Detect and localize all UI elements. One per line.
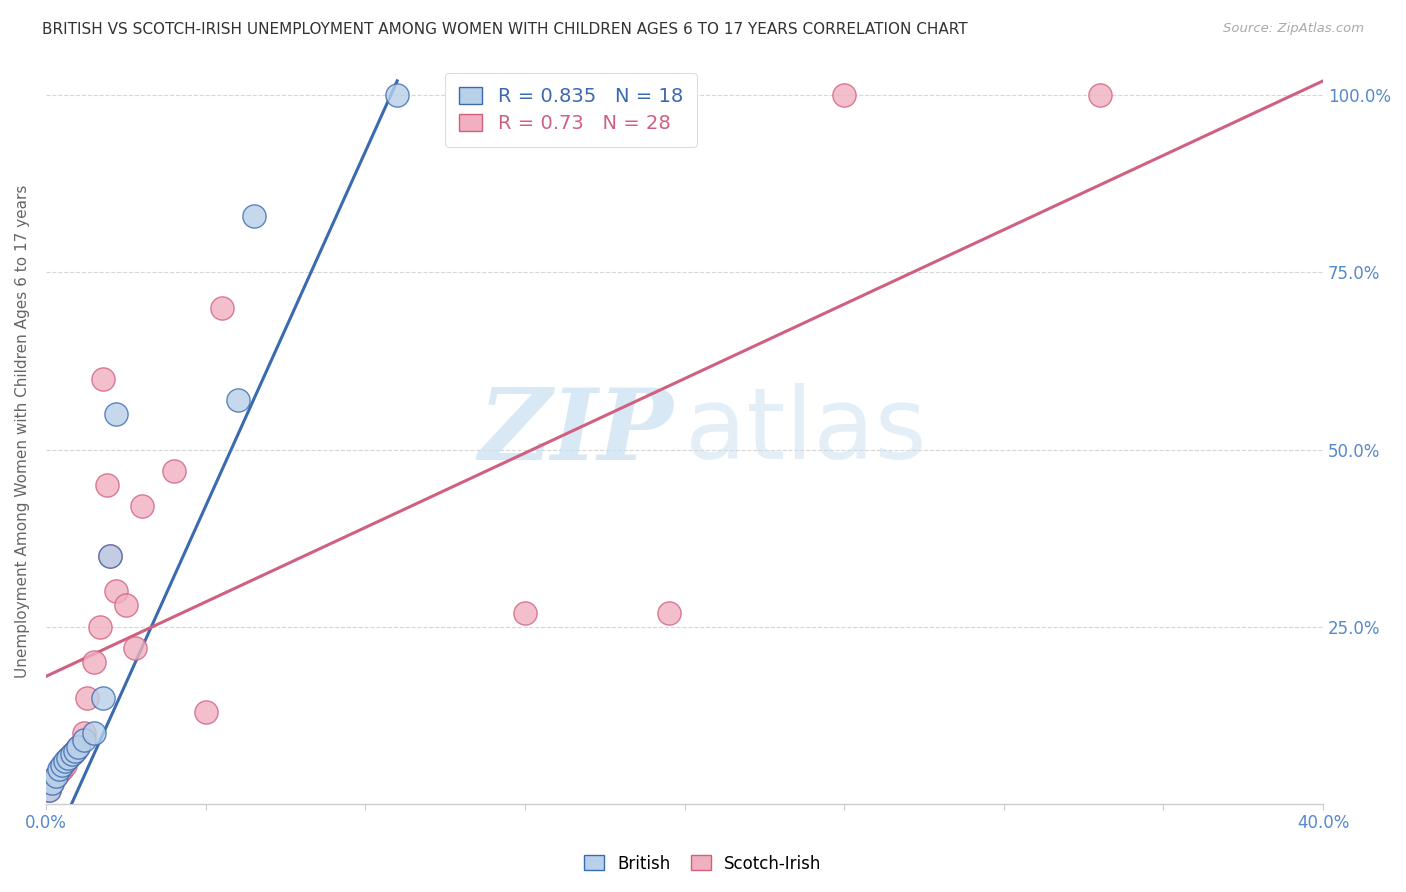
Point	[60, 747, 83, 762]
Point	[242, 209, 264, 223]
Point	[96, 478, 118, 492]
Text: ZIP: ZIP	[478, 384, 673, 480]
Text: BRITISH VS SCOTCH-IRISH UNEMPLOYMENT AMONG WOMEN WITH CHILDREN AGES 6 TO 17 YEAR: BRITISH VS SCOTCH-IRISH UNEMPLOYMENT AMO…	[42, 22, 967, 37]
Point	[58, 751, 80, 765]
Text: Source: ZipAtlas.com: Source: ZipAtlas.com	[1223, 22, 1364, 36]
Point	[124, 640, 146, 655]
Point	[93, 690, 115, 705]
Point	[53, 755, 76, 769]
Point	[38, 782, 60, 797]
Point	[45, 769, 67, 783]
Point	[131, 500, 153, 514]
Point	[58, 751, 80, 765]
Point	[48, 762, 70, 776]
Legend: British, Scotch-Irish: British, Scotch-Irish	[578, 848, 828, 880]
Legend: R = 0.835   N = 18, R = 0.73   N = 28: R = 0.835 N = 18, R = 0.73 N = 28	[446, 73, 696, 147]
Point	[76, 690, 98, 705]
Point	[1088, 88, 1111, 103]
Point	[513, 606, 536, 620]
Point	[41, 775, 63, 789]
Point	[226, 392, 249, 407]
Point	[48, 765, 70, 780]
Point	[66, 740, 89, 755]
Point	[105, 407, 128, 421]
Point	[73, 733, 96, 747]
Point	[194, 705, 217, 719]
Point	[211, 301, 233, 315]
Point	[63, 744, 86, 758]
Point	[658, 606, 681, 620]
Point	[51, 762, 73, 776]
Point	[60, 747, 83, 762]
Point	[105, 584, 128, 599]
Point	[114, 599, 136, 613]
Y-axis label: Unemployment Among Women with Children Ages 6 to 17 years: Unemployment Among Women with Children A…	[15, 186, 30, 679]
Point	[45, 769, 67, 783]
Point	[98, 549, 121, 563]
Point	[98, 549, 121, 563]
Point	[63, 744, 86, 758]
Point	[83, 726, 105, 740]
Point	[385, 88, 408, 103]
Point	[832, 88, 855, 103]
Point	[89, 620, 111, 634]
Point	[38, 782, 60, 797]
Text: atlas: atlas	[685, 384, 927, 480]
Point	[66, 740, 89, 755]
Point	[73, 726, 96, 740]
Point	[41, 775, 63, 789]
Point	[53, 758, 76, 772]
Point	[163, 464, 186, 478]
Point	[51, 758, 73, 772]
Point	[93, 371, 115, 385]
Point	[83, 655, 105, 669]
